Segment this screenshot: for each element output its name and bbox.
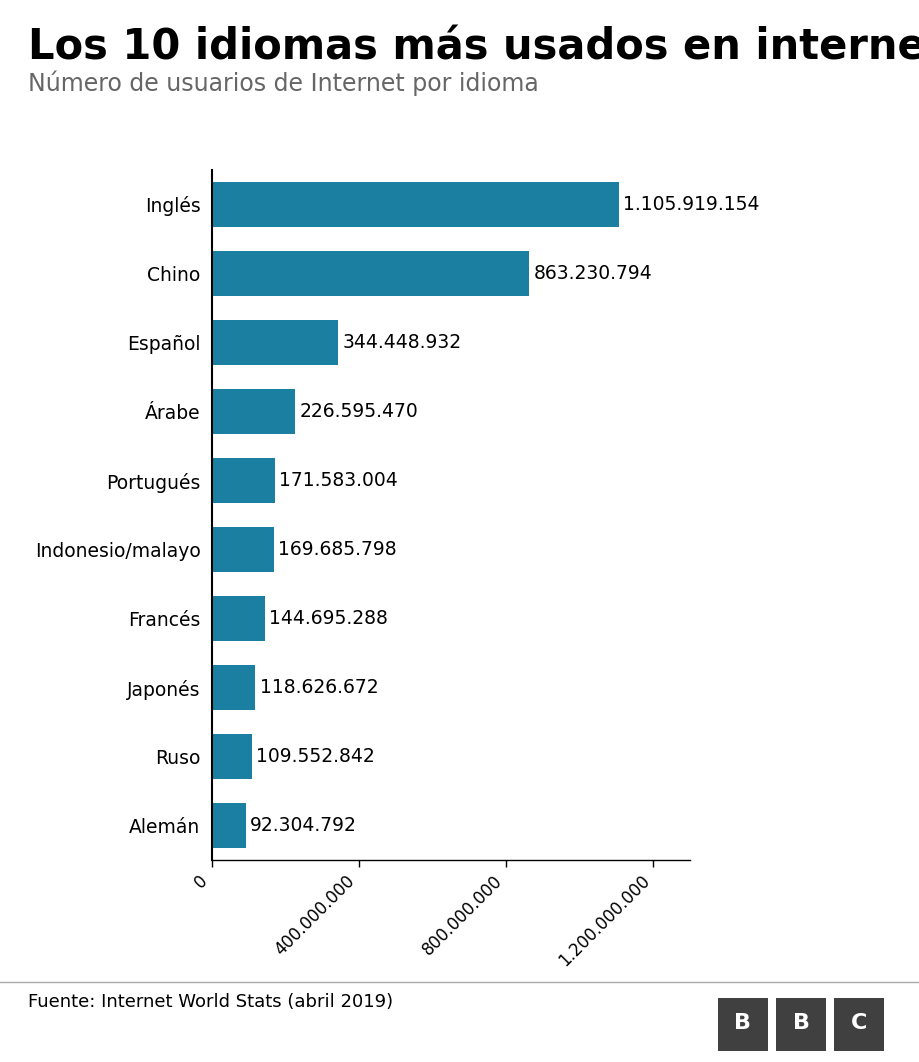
Text: B: B	[733, 1013, 751, 1033]
Bar	[211, 182, 618, 227]
Text: 109.552.842: 109.552.842	[256, 748, 375, 766]
Bar	[211, 320, 338, 365]
Text: B: B	[791, 1013, 809, 1033]
Bar	[775, 998, 825, 1050]
Bar	[211, 251, 528, 296]
Bar	[211, 803, 245, 849]
Text: C: C	[850, 1013, 867, 1033]
Text: 92.304.792: 92.304.792	[250, 817, 357, 835]
Bar	[211, 734, 252, 780]
Text: 171.583.004: 171.583.004	[278, 472, 398, 490]
Text: 169.685.798: 169.685.798	[278, 541, 397, 559]
Bar	[211, 389, 295, 434]
Bar	[211, 527, 274, 572]
Bar	[717, 998, 767, 1050]
Bar	[211, 458, 275, 503]
Text: 1.105.919.154: 1.105.919.154	[622, 195, 759, 213]
Text: Número de usuarios de Internet por idioma: Número de usuarios de Internet por idiom…	[28, 70, 538, 96]
Text: Los 10 idiomas más usados en internet: Los 10 idiomas más usados en internet	[28, 27, 919, 69]
Text: 118.626.672: 118.626.672	[259, 679, 378, 697]
Text: 144.695.288: 144.695.288	[269, 610, 388, 628]
Text: 863.230.794: 863.230.794	[533, 264, 652, 282]
Text: 226.595.470: 226.595.470	[299, 402, 418, 421]
Bar	[211, 596, 265, 641]
Text: Fuente: Internet World Stats (abril 2019): Fuente: Internet World Stats (abril 2019…	[28, 993, 392, 1011]
Bar	[834, 998, 883, 1050]
Text: 344.448.932: 344.448.932	[343, 333, 461, 352]
Bar	[211, 665, 255, 710]
